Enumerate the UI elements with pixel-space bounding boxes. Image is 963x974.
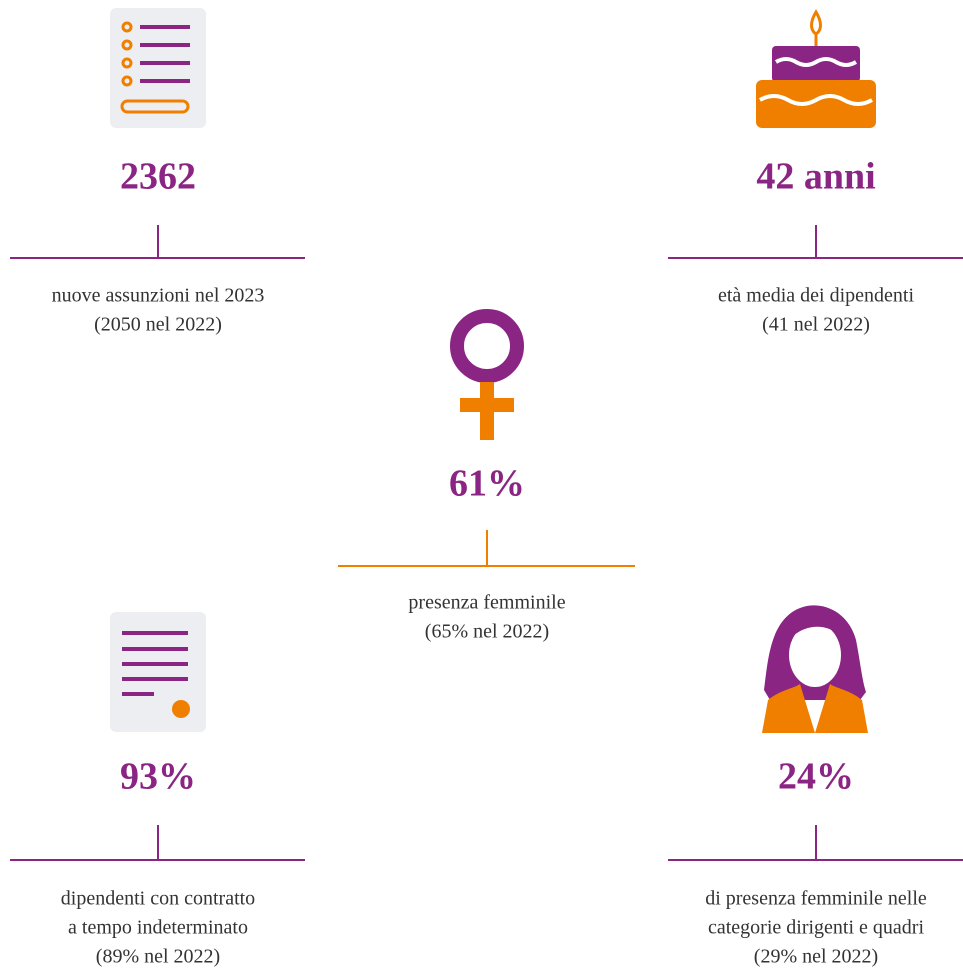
- stat-value: 24%: [778, 756, 854, 798]
- stat-description: a tempo indeterminato: [68, 917, 248, 939]
- stat-value: 93%: [120, 756, 196, 798]
- stat-description: età media dei dipendenti: [718, 285, 914, 307]
- stat-description: (65% nel 2022): [425, 621, 549, 643]
- stat-value: 2362: [120, 156, 196, 198]
- stat-description: (29% nel 2022): [754, 946, 878, 968]
- cake-icon: [756, 9, 876, 128]
- stat-value: 42 anni: [756, 156, 875, 198]
- stat-value: 61%: [449, 463, 525, 505]
- stat-description: di presenza femminile nelle: [705, 888, 927, 910]
- contract-icon: [110, 612, 206, 732]
- list-icon: [110, 8, 206, 128]
- stat-description: (41 nel 2022): [762, 314, 870, 336]
- stat-description: presenza femminile: [408, 592, 565, 614]
- stat-description: categorie dirigenti e quadri: [708, 917, 924, 939]
- stat-description: (89% nel 2022): [96, 946, 220, 968]
- woman-icon: [762, 605, 868, 733]
- stat-description: dipendenti con contratto: [61, 888, 255, 910]
- stat-description: (2050 nel 2022): [94, 314, 222, 336]
- stat-description: nuove assunzioni nel 2023: [52, 285, 265, 307]
- female-icon: [450, 309, 524, 440]
